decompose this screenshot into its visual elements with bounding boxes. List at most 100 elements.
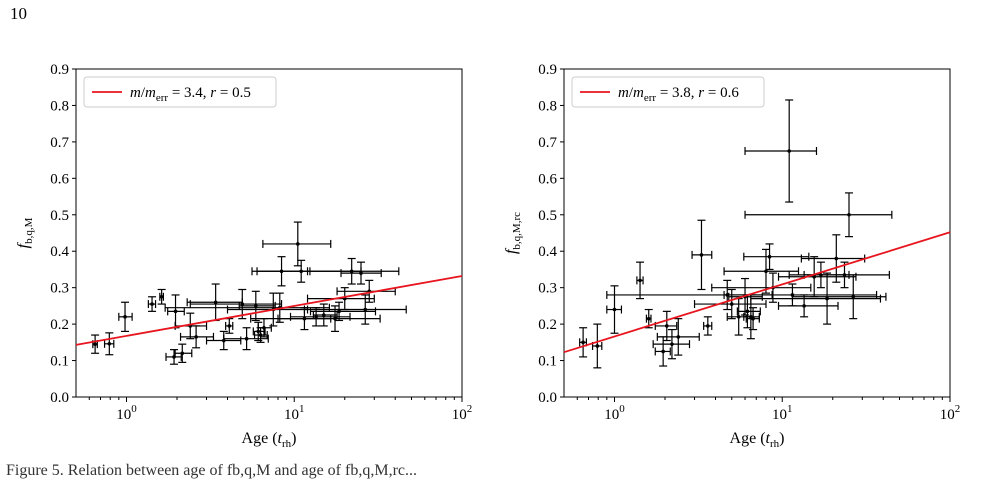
point-marker xyxy=(661,349,665,354)
x-tick-label: 101 xyxy=(284,403,305,423)
y-tick-label: 0.6 xyxy=(538,171,557,187)
data-point xyxy=(652,328,691,360)
data-point xyxy=(656,318,700,356)
y-tick-label: 0.0 xyxy=(50,390,69,406)
point-marker xyxy=(802,304,806,308)
data-point xyxy=(636,261,645,300)
y-tick-label: 0.4 xyxy=(538,244,557,260)
point-marker xyxy=(825,296,829,301)
data-point xyxy=(250,305,381,332)
point-marker xyxy=(299,269,303,274)
y-tick-label: 0.9 xyxy=(538,62,557,78)
x-axis-label: Age (trh) xyxy=(730,430,785,450)
fit-line xyxy=(563,231,951,354)
point-marker xyxy=(595,344,600,348)
data-point xyxy=(791,274,887,320)
data-point xyxy=(654,310,678,342)
point-marker xyxy=(359,271,363,275)
chart-panel-2: 0.0 0.1 0.2 0.3 0.4 0.5 0.6 0.7 0.8 0.9 100 101 102 A… xyxy=(503,62,960,450)
x-tick-label: 101 xyxy=(772,403,793,423)
y-tick-label: 0.0 xyxy=(538,390,557,406)
data-point xyxy=(289,307,351,327)
point-marker xyxy=(258,333,263,337)
point-marker xyxy=(314,315,318,319)
data-point xyxy=(189,288,283,320)
point-marker xyxy=(676,335,681,339)
y-tick-label: 0.3 xyxy=(50,281,69,297)
x-tick-label: 102 xyxy=(940,403,961,423)
fit-line xyxy=(75,275,463,346)
point-marker xyxy=(851,294,856,299)
data-point xyxy=(91,334,100,354)
data-point xyxy=(257,318,272,338)
data-point xyxy=(262,221,332,267)
data-point xyxy=(147,296,157,312)
point-marker xyxy=(581,340,585,345)
point-marker xyxy=(842,273,847,277)
plot-frame xyxy=(75,68,463,398)
y-tick-label: 0.7 xyxy=(50,135,69,151)
y-tick-label: 0.1 xyxy=(50,354,69,370)
point-marker xyxy=(834,256,839,261)
point-marker xyxy=(296,242,300,246)
point-marker xyxy=(244,336,249,341)
y-axis-label: fb,q,M xyxy=(15,217,35,248)
point-marker xyxy=(240,302,245,306)
x-tick-label: 100 xyxy=(116,403,137,423)
y-tick-label: 0.5 xyxy=(538,208,557,224)
data-point xyxy=(777,256,857,298)
point-marker xyxy=(173,309,178,314)
y-tick-label: 0.6 xyxy=(50,171,69,187)
point-marker xyxy=(787,149,791,153)
point-marker xyxy=(699,253,704,257)
chart-panel-1: 0.0 0.1 0.2 0.3 0.4 0.5 0.6 0.7 0.8 0.9 100 101 102 A… xyxy=(15,62,472,450)
legend-label: m/merr = 3.8, r = 0.6 xyxy=(618,85,739,104)
data-point xyxy=(591,323,603,369)
data-point xyxy=(179,325,215,349)
point-marker xyxy=(706,324,710,328)
point-marker xyxy=(333,316,337,321)
data-point xyxy=(303,294,407,325)
data-point xyxy=(579,327,588,358)
data-point xyxy=(225,318,234,334)
point-marker xyxy=(638,278,642,283)
data-point xyxy=(800,234,866,283)
data-point xyxy=(711,272,812,303)
y-tick-label: 0.2 xyxy=(50,317,69,333)
data-point xyxy=(226,292,309,327)
legend-box xyxy=(571,76,765,108)
point-marker xyxy=(646,316,651,321)
point-marker xyxy=(337,309,341,314)
legend: m/merr = 3.8, r = 0.6 xyxy=(571,76,765,108)
point-marker xyxy=(123,315,127,319)
data-point xyxy=(103,332,115,356)
data-point xyxy=(238,290,276,322)
data-point xyxy=(336,279,396,303)
point-marker xyxy=(254,304,258,308)
legend: m/merr = 3.4, r = 0.5 xyxy=(83,76,277,108)
x-axis-label: Age (trh) xyxy=(242,430,297,450)
y-tick-label: 0.2 xyxy=(538,317,557,333)
point-marker xyxy=(180,351,185,356)
data-point xyxy=(340,261,382,285)
data-point xyxy=(728,277,763,316)
data-point xyxy=(736,294,761,329)
point-marker xyxy=(670,342,674,346)
data-point xyxy=(186,283,243,322)
y-tick-label: 0.9 xyxy=(50,62,69,78)
point-marker xyxy=(664,324,669,328)
y-tick-label: 0.7 xyxy=(538,135,557,151)
point-marker xyxy=(159,294,164,299)
data-point xyxy=(165,349,182,365)
data-point xyxy=(312,303,338,327)
point-marker xyxy=(736,315,741,319)
y-axis-label: fb,q,M,rc xyxy=(503,212,523,254)
data-point xyxy=(167,294,185,329)
data-point xyxy=(223,327,269,351)
y-tick-label: 0.3 xyxy=(538,281,557,297)
data-point xyxy=(745,307,760,331)
point-marker xyxy=(349,269,354,274)
page-number: 10 xyxy=(10,4,27,23)
figure-caption: Figure 5. Relation between age of fb,q,M… xyxy=(6,462,417,479)
x-tick-label: 102 xyxy=(452,403,473,423)
